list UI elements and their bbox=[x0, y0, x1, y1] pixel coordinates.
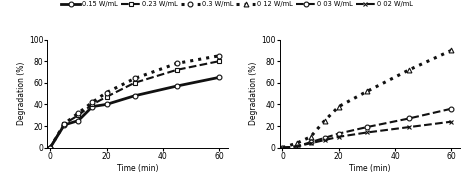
Legend: 0.15 W/mL, 0.23 W/mL, 0.3 W/mL, 0 12 W/mL, 0 03 W/mL, 0 02 W/mL: 0.15 W/mL, 0.23 W/mL, 0.3 W/mL, 0 12 W/m… bbox=[60, 0, 414, 8]
Y-axis label: Degradation (%): Degradation (%) bbox=[249, 62, 258, 125]
Y-axis label: Degradation (%): Degradation (%) bbox=[17, 62, 26, 125]
X-axis label: Time (min): Time (min) bbox=[117, 164, 158, 173]
X-axis label: Time (min): Time (min) bbox=[349, 164, 391, 173]
